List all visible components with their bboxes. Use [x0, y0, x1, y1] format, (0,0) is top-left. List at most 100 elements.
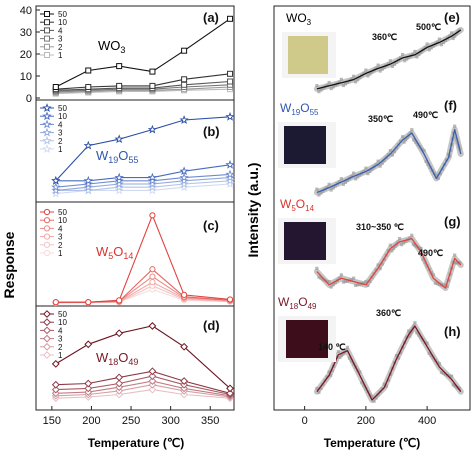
raw-data-point-f: [380, 161, 384, 165]
raw-data-point-h: [409, 332, 413, 336]
raw-data-point-f: [356, 175, 360, 179]
series-line-d-1: [55, 389, 231, 399]
raw-data-point-e: [341, 83, 346, 88]
legend-marker-d-50: [43, 310, 51, 318]
data-point-d-3-3: [148, 377, 157, 385]
raw-data-point-e: [390, 64, 395, 68]
panel-h-annot-2: 360℃: [376, 308, 401, 318]
raw-data-point-f: [390, 153, 395, 157]
data-point-b-3-4: [179, 175, 189, 185]
legend-label-a-10: 10: [58, 18, 67, 27]
data-point-d-10-5: [226, 389, 234, 398]
raw-data-point-g: [370, 276, 374, 280]
raw-data-point-e: [401, 53, 405, 57]
raw-data-point-g: [337, 276, 341, 280]
raw-data-point-f: [376, 159, 380, 163]
panel-h-material: W18O49: [278, 295, 317, 311]
legend-label-b-10: 10: [58, 112, 67, 121]
legend-label-a-3: 3: [58, 35, 63, 44]
panel-h-sample-swatch: [286, 320, 328, 358]
legend-marker-d-4: [43, 326, 51, 335]
data-point-d-1-3: [148, 385, 157, 394]
data-point-b-1-2: [114, 185, 124, 195]
legend-marker-b-10: [42, 111, 52, 121]
raw-data-point-h: [339, 354, 343, 358]
raw-data-point-f: [362, 169, 366, 173]
raw-data-point-f: [382, 158, 386, 162]
panel-f-sample-swatch: [284, 126, 326, 164]
panel-d-label: (d): [203, 318, 220, 333]
raw-data-point-h: [362, 384, 366, 388]
raw-data-point-h: [344, 348, 348, 352]
panel-d-material: W18O49: [96, 350, 138, 367]
raw-data-point-f: [438, 172, 442, 176]
panel-g-plot: [313, 233, 464, 292]
legend-marker-c-3: [43, 233, 51, 240]
data-point-d-4-0: [51, 385, 60, 394]
raw-data-point-f: [414, 140, 418, 144]
data-point-b-2-4: [179, 179, 189, 188]
raw-data-point-g: [329, 285, 333, 289]
panel-d-frame: [35, 305, 235, 411]
legend-label-c-1: 1: [58, 249, 63, 258]
legend-label-b-1: 1: [58, 145, 63, 154]
raw-data-point-h: [457, 386, 461, 391]
data-point-d-10-1: [84, 379, 93, 388]
legend-label-d-3: 3: [58, 335, 63, 344]
raw-data-point-g: [435, 282, 439, 286]
data-point-c-50-4: [181, 291, 188, 298]
raw-data-point-e: [343, 82, 348, 86]
raw-data-point-h: [372, 399, 376, 403]
raw-data-point-h: [407, 329, 411, 333]
data-point-a-50-3: [149, 68, 156, 75]
data-point-d-10-4: [180, 377, 189, 385]
raw-data-point-g: [352, 276, 356, 280]
raw-data-point-e: [435, 40, 439, 44]
panel-g-annot-1: 310~350 ℃: [356, 222, 404, 232]
raw-data-point-f: [317, 193, 321, 197]
left-y-axis-label: Response: [1, 231, 17, 298]
panel-a-y-tick-label: 20: [20, 49, 32, 61]
raw-data-point-h: [315, 386, 319, 390]
panel-e-annot-2: 500℃: [416, 22, 441, 32]
data-point-d-4-2: [115, 379, 124, 388]
series-line-b-3: [55, 177, 231, 191]
panel-g-label: (g): [444, 214, 461, 229]
raw-data-point-f: [341, 182, 346, 186]
raw-data-point-e: [380, 67, 384, 71]
raw-data-point-f: [446, 152, 451, 156]
raw-data-point-g: [376, 263, 380, 267]
raw-data-point-f: [392, 149, 397, 154]
raw-data-point-h: [374, 396, 378, 400]
raw-data-point-f: [398, 139, 403, 143]
data-point-b-50-0: [51, 175, 61, 185]
raw-data-point-g: [317, 275, 321, 279]
raw-data-point-e: [415, 55, 419, 59]
raw-data-point-f: [424, 159, 428, 163]
raw-data-point-e: [451, 36, 455, 41]
series-line-a-2: [55, 86, 231, 94]
panel-b-material: W19O55: [96, 148, 138, 165]
raw-data-point-e: [386, 62, 390, 66]
raw-data-point-f: [426, 162, 430, 166]
data-point-a-10-4: [181, 76, 188, 83]
raw-data-point-e: [378, 69, 382, 73]
raw-data-point-e: [388, 59, 392, 63]
data-point-a-50-0: [52, 84, 59, 90]
raw-data-point-f: [354, 177, 358, 181]
data-point-d-10-3: [148, 367, 157, 376]
raw-data-point-e: [425, 42, 429, 46]
raw-data-point-h: [360, 381, 364, 385]
raw-data-point-e: [356, 78, 360, 82]
raw-data-point-e: [405, 57, 409, 61]
raw-data-point-e: [413, 49, 417, 54]
left-x-axis-label: Temperature (℃): [88, 436, 185, 450]
raw-data-point-g: [421, 257, 425, 262]
raw-data-point-f: [447, 154, 452, 158]
raw-data-point-h: [447, 374, 452, 378]
raw-data-point-h: [329, 373, 333, 377]
raw-data-point-g: [327, 279, 331, 284]
raw-data-point-g: [408, 236, 412, 240]
legend-marker-c-10: [43, 217, 51, 224]
raw-data-point-f: [434, 173, 438, 177]
